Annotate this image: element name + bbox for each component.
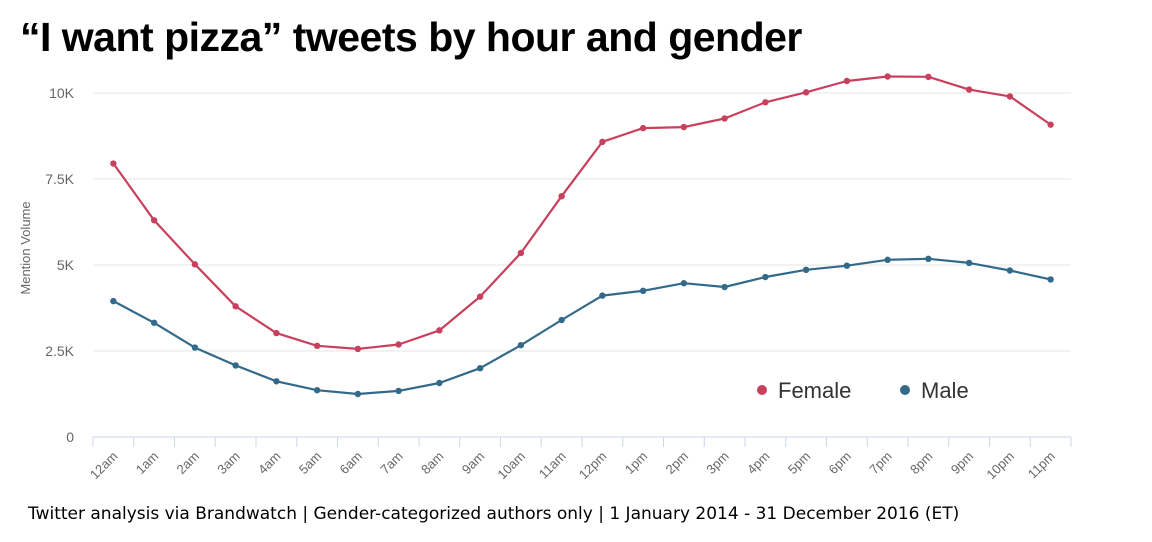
legend-label-male: Male <box>921 378 969 403</box>
x-tick-label: 1pm <box>622 449 650 477</box>
data-point-female <box>436 327 443 334</box>
x-tick-label: 9am <box>459 449 487 477</box>
x-tick-label: 9pm <box>948 449 976 477</box>
data-point-female <box>843 77 851 85</box>
data-point-female <box>354 345 362 353</box>
data-point-male <box>843 262 851 269</box>
data-point-male <box>965 259 973 267</box>
data-point-female <box>395 341 402 348</box>
data-point-male <box>436 379 443 387</box>
data-point-female <box>232 303 239 310</box>
data-point-male <box>273 378 280 385</box>
x-tick-label: 8am <box>418 449 446 477</box>
y-tick-label: 5K <box>57 257 75 273</box>
data-point-female <box>721 115 728 122</box>
data-point-female <box>273 329 280 337</box>
x-tick-label: 10am <box>494 449 528 483</box>
data-point-male <box>517 341 525 349</box>
grid <box>93 92 1071 352</box>
series-line-male <box>112 257 1051 396</box>
data-point-female <box>517 249 525 257</box>
data-point-male <box>110 297 117 305</box>
data-point-female <box>884 73 891 80</box>
data-point-male <box>639 287 647 294</box>
axes: 0 2.5K 5K 7.5K 10K 12am 1am 2am 3am 4am 5am 6am 7am 8… <box>18 85 1072 483</box>
x-tick-label: 3am <box>214 449 242 477</box>
x-tick-label: 4am <box>255 449 283 477</box>
data-point-male <box>232 362 239 369</box>
x-tick-label: 2am <box>174 449 202 477</box>
data-point-male <box>476 365 484 372</box>
x-tick-label: 7pm <box>866 449 894 477</box>
data-point-male <box>925 255 932 263</box>
series <box>110 73 1054 398</box>
source-note: Twitter analysis via Brandwatch | Gender… <box>28 504 960 524</box>
data-point-female <box>925 73 932 81</box>
data-point-female <box>191 261 199 268</box>
y-tick-label: 7.5K <box>45 171 74 187</box>
data-point-male <box>1047 276 1054 283</box>
data-point-female <box>639 124 647 132</box>
data-point-male <box>354 390 362 398</box>
data-point-female <box>1047 121 1054 128</box>
data-point-male <box>599 292 606 299</box>
data-point-female <box>802 89 810 96</box>
data-point-female <box>476 293 484 300</box>
x-tick-label: 5pm <box>785 449 813 477</box>
data-point-female <box>680 123 688 131</box>
data-point-male <box>313 387 321 394</box>
data-point-male <box>1006 267 1014 274</box>
data-point-male <box>721 283 728 291</box>
data-point-female <box>1006 93 1014 100</box>
data-point-female <box>110 160 117 167</box>
x-tick-label: 12am <box>87 449 121 483</box>
x-tick-label: 1am <box>133 449 161 477</box>
data-point-male <box>884 256 891 264</box>
data-point-male <box>802 266 810 274</box>
legend: Female Male <box>757 378 969 403</box>
x-tick-label: 7am <box>377 449 405 477</box>
x-tick-label: 4pm <box>744 449 772 477</box>
y-tick-label: 2.5K <box>45 343 74 359</box>
x-tick-label: 8pm <box>907 449 935 477</box>
data-point-female <box>599 138 606 146</box>
y-tick-label: 0 <box>66 429 74 445</box>
y-axis-title: Mention Volume <box>18 201 33 294</box>
data-point-female <box>965 86 973 93</box>
legend-marker-female <box>757 385 767 395</box>
data-point-male <box>680 280 688 287</box>
data-point-female <box>150 217 158 224</box>
data-point-male <box>762 273 769 281</box>
x-tick-label: 11pm <box>1025 449 1058 482</box>
x-tick-label: 3pm <box>703 449 731 477</box>
data-point-male <box>395 387 402 395</box>
y-tick-label: 10K <box>49 85 75 101</box>
data-point-male <box>191 344 199 351</box>
x-tick-label: 5am <box>296 449 324 477</box>
x-tick-label: 12pm <box>576 449 610 483</box>
x-tick-label: 6am <box>337 449 365 477</box>
x-tick-label: 11am <box>536 449 569 482</box>
x-tick-label: 10pm <box>983 449 1017 483</box>
chart-title: “I want pizza” tweets by hour and gender <box>20 14 802 60</box>
data-point-male <box>558 316 565 324</box>
data-point-female <box>558 193 565 200</box>
legend-label-female: Female <box>778 378 851 403</box>
legend-marker-male <box>900 385 910 395</box>
x-tick-label: 2pm <box>663 449 691 477</box>
series-line-female <box>112 75 1052 350</box>
data-point-male <box>150 319 158 326</box>
data-point-female <box>313 342 321 350</box>
data-point-female <box>762 99 769 106</box>
x-tick-label: 6pm <box>826 449 854 477</box>
